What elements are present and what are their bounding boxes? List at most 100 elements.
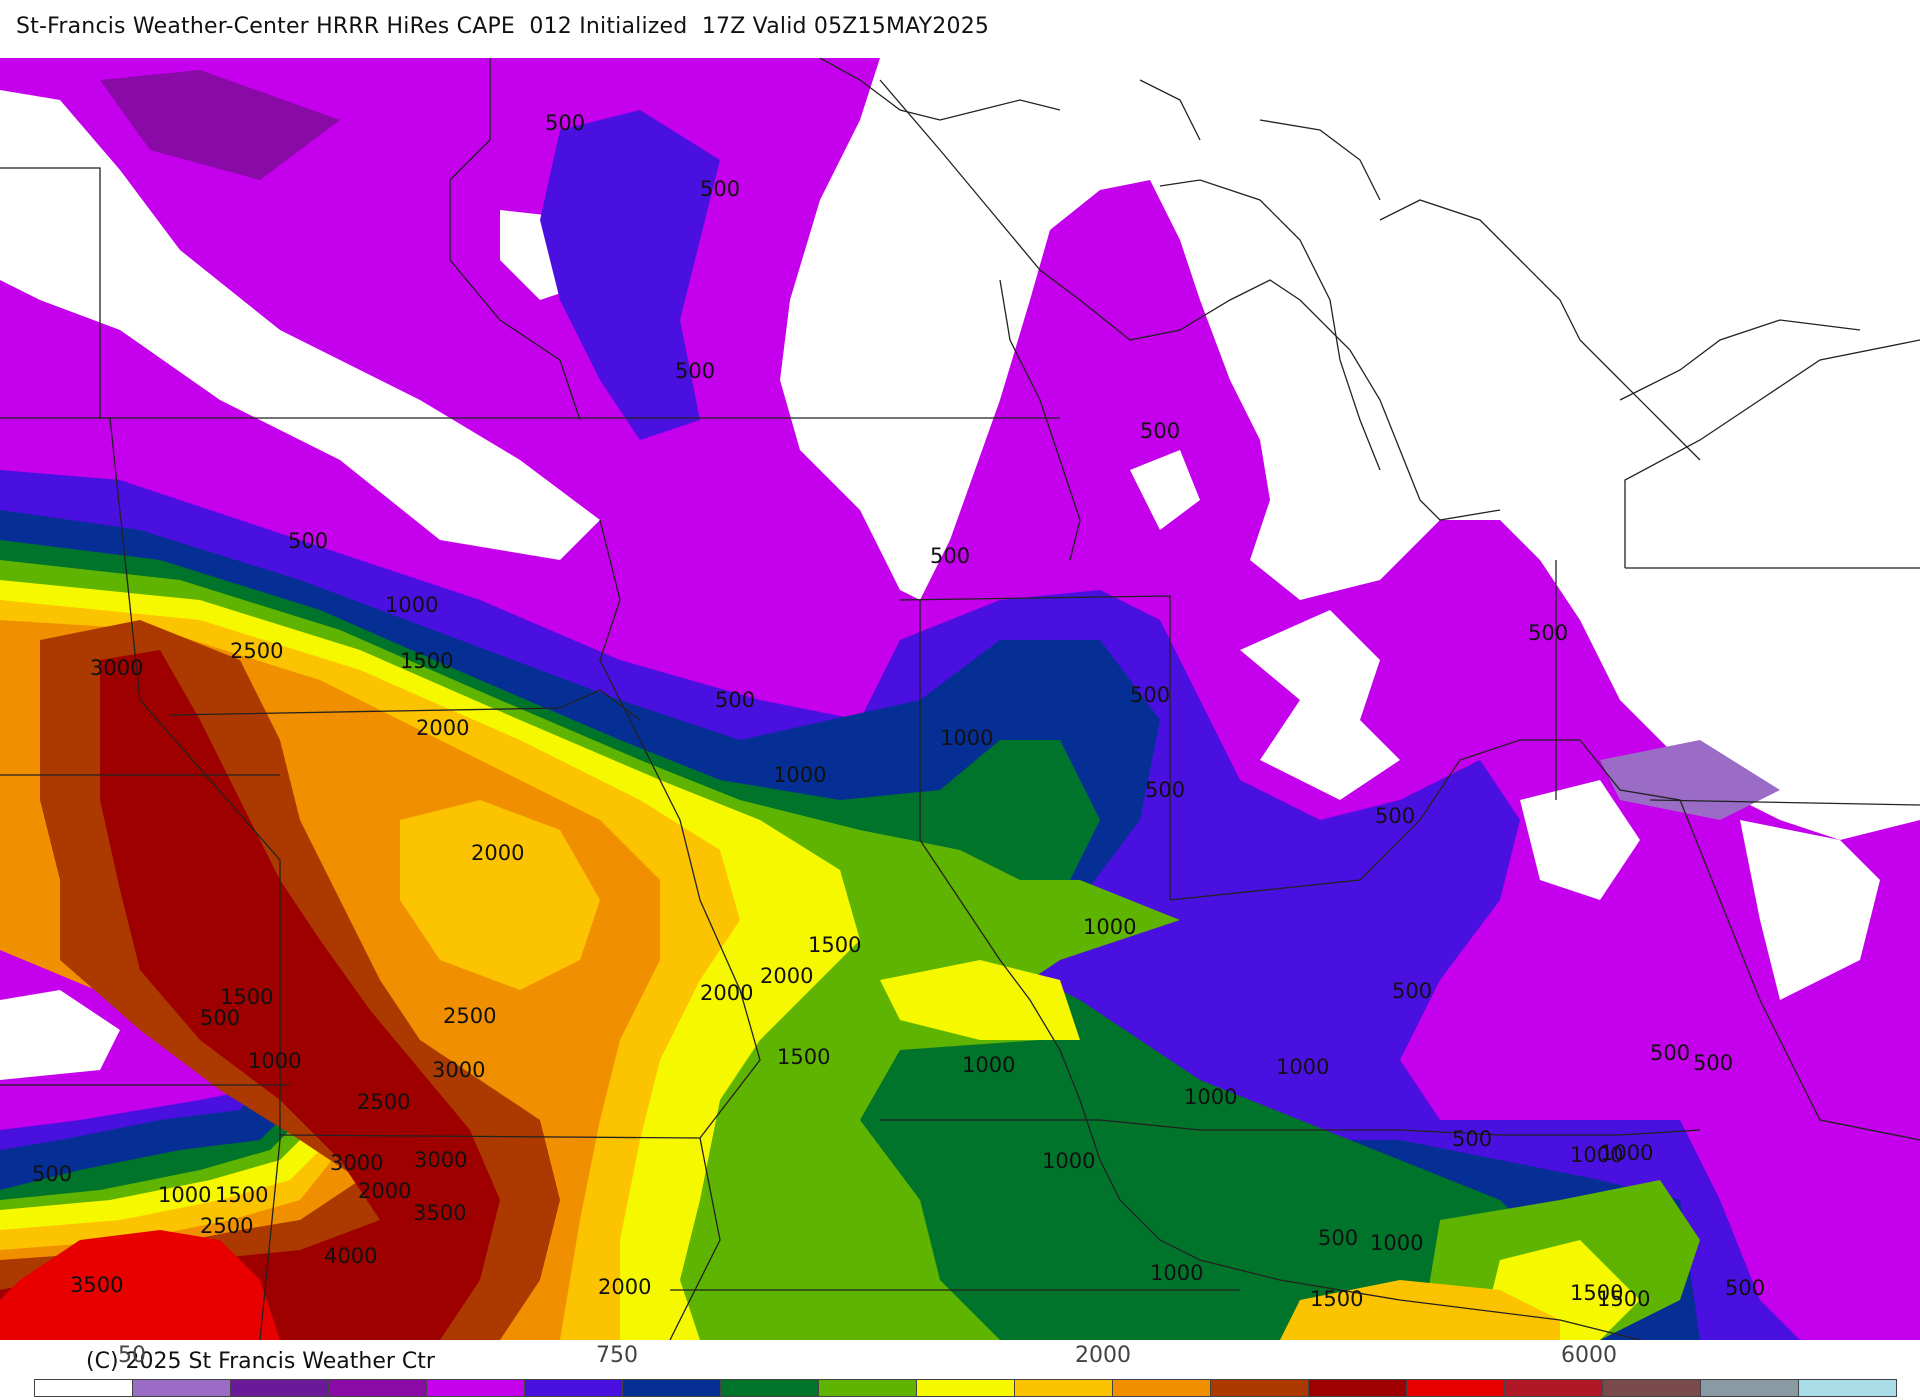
cape-hole-3	[1130, 450, 1200, 530]
colorbar-swatch	[231, 1380, 329, 1396]
copyright-text: (C) 2025 St Francis Weather Ctr	[86, 1349, 435, 1374]
cape-hole-7	[0, 990, 120, 1080]
state-borders	[0, 58, 1920, 1340]
contour-label: 3000	[414, 1148, 467, 1172]
contour-label: 2000	[416, 716, 469, 740]
contour-label: 3500	[70, 1273, 123, 1297]
contour-label: 1000	[248, 1049, 301, 1073]
contour-label: 500	[1140, 419, 1180, 443]
contour-label: 500	[1452, 1127, 1492, 1151]
contour-labels: 500 500 500 500 500 500 500 500 500 500 …	[32, 111, 1765, 1311]
cape-hole-5	[1520, 780, 1640, 900]
legend-tick: 6000	[1561, 1343, 1617, 1368]
contour-label: 1000	[158, 1183, 211, 1207]
contour-label: 500	[1145, 778, 1185, 802]
colorbar-swatch	[917, 1380, 1015, 1396]
cape-hole-1	[0, 90, 600, 560]
contour-label: 2000	[471, 841, 524, 865]
colorbar-swatch	[525, 1380, 623, 1396]
contour-label: 4000	[324, 1244, 377, 1268]
map-title: St-Francis Weather-Center HRRR HiRes CAP…	[16, 14, 990, 39]
contour-label: 1000	[1276, 1055, 1329, 1079]
contour-label: 2000	[700, 981, 753, 1005]
contour-label: 1500	[1570, 1281, 1623, 1305]
contour-label: 500	[1725, 1276, 1765, 1300]
legend-tick: 50	[118, 1343, 146, 1368]
contour-label: 1000	[1083, 915, 1136, 939]
contour-label: 500	[1130, 683, 1170, 707]
legend-tick: 2000	[1075, 1343, 1131, 1368]
contour-label: 1000	[1150, 1261, 1203, 1285]
contour-label: 2500	[357, 1090, 410, 1114]
colorbar-swatch	[623, 1380, 721, 1396]
colorbar-swatch	[819, 1380, 917, 1396]
contour-label: 3000	[432, 1058, 485, 1082]
contour-label: 500	[288, 529, 328, 553]
contour-label: 500	[715, 688, 755, 712]
colorbar-swatch	[1505, 1380, 1603, 1396]
cape-field-250	[100, 70, 340, 180]
colorbar-swatch	[1309, 1380, 1407, 1396]
contour-label: 500	[1650, 1041, 1690, 1065]
contour-label: 500	[1528, 621, 1568, 645]
contour-label: 500	[930, 544, 970, 568]
contour-label: 3000	[330, 1151, 383, 1175]
contour-label: 1000	[962, 1053, 1015, 1077]
colorbar-swatch	[1015, 1380, 1113, 1396]
contour-label: 500	[32, 1162, 72, 1186]
colorbar-swatch	[1701, 1380, 1799, 1396]
cape-hole-4	[1240, 610, 1400, 800]
contour-label: 1500	[1310, 1287, 1363, 1311]
colorbar-swatch	[1407, 1380, 1505, 1396]
cape-field-2000-e	[880, 960, 1080, 1040]
colorbar-swatch	[329, 1380, 427, 1396]
contour-label: 1000	[773, 763, 826, 787]
colorbar-swatch	[1799, 1380, 1896, 1396]
cape-colorbar	[34, 1379, 1897, 1397]
contour-label: 1500	[777, 1045, 830, 1069]
contour-label: 500	[1318, 1226, 1358, 1250]
contour-label: 2000	[358, 1179, 411, 1203]
cape-field-1000-n	[540, 110, 720, 440]
cape-map[interactable]: 500 500 500 500 500 500 500 500 500 500 …	[0, 58, 1920, 1340]
contour-label: 3000	[90, 656, 143, 680]
cape-field-100	[1600, 740, 1780, 820]
cape-field-2250-se	[1280, 1280, 1560, 1340]
contour-label: 1500	[808, 933, 861, 957]
colorbar-swatch	[1113, 1380, 1211, 1396]
legend-tick: 750	[596, 1343, 638, 1368]
cape-hole-6	[1740, 820, 1880, 1000]
contour-label: 1000	[385, 593, 438, 617]
contour-label: 500	[675, 359, 715, 383]
colorbar-swatch	[427, 1380, 525, 1396]
contour-label: 1500	[1597, 1287, 1650, 1311]
colorbar-swatch	[35, 1380, 133, 1396]
contour-label: 1000	[1184, 1085, 1237, 1109]
contour-label: 2500	[443, 1004, 496, 1028]
colorbar-swatch	[133, 1380, 231, 1396]
contour-label: 500	[200, 1006, 240, 1030]
contour-label: 1000	[1570, 1143, 1623, 1167]
contour-label: 1000	[1600, 1141, 1653, 1165]
contour-label: 500	[700, 177, 740, 201]
cape-field-3500	[0, 650, 500, 1340]
contour-label: 2000	[760, 964, 813, 988]
contour-label: 500	[1693, 1051, 1733, 1075]
contour-label: 1000	[1370, 1231, 1423, 1255]
contour-label: 500	[1392, 979, 1432, 1003]
contour-label: 2000	[598, 1275, 651, 1299]
contour-label: 2500	[230, 639, 283, 663]
contour-label: 500	[545, 111, 585, 135]
contour-label: 1500	[400, 649, 453, 673]
contour-label: 2500	[200, 1214, 253, 1238]
contour-label: 1000	[940, 726, 993, 750]
contour-label: 1500	[220, 985, 273, 1009]
colorbar-swatch	[721, 1380, 819, 1396]
contour-label: 3500	[413, 1201, 466, 1225]
contour-label: 500	[1375, 804, 1415, 828]
contour-label: 1000	[1042, 1149, 1095, 1173]
cape-field-2500-inner	[400, 800, 600, 990]
cape-field-4000	[0, 1230, 280, 1340]
colorbar-swatch	[1211, 1380, 1309, 1396]
contour-label: 1500	[215, 1183, 268, 1207]
